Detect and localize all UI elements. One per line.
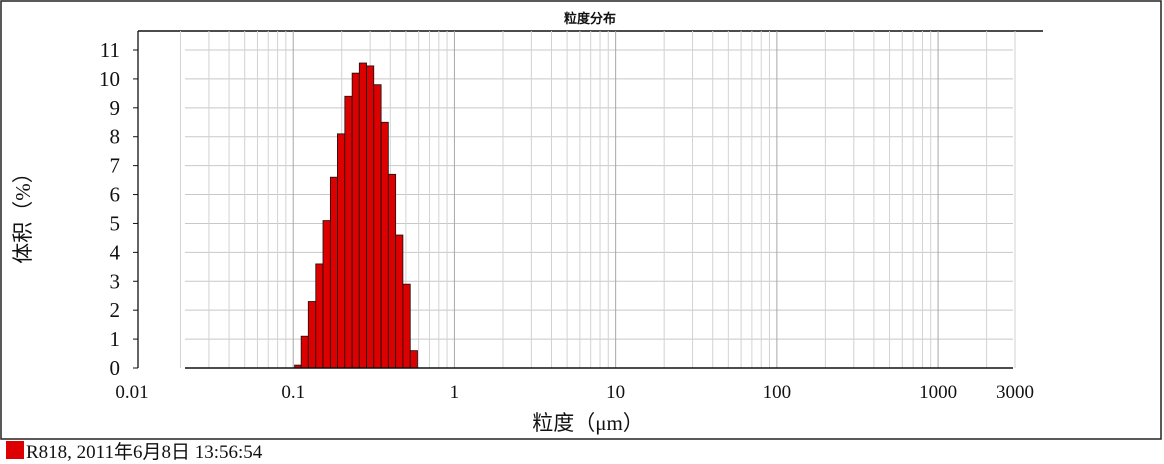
histogram-bar xyxy=(395,234,404,369)
legend-swatch xyxy=(6,441,24,459)
histogram-bars xyxy=(294,62,418,369)
y-tick-label: 8 xyxy=(110,125,121,149)
histogram-bar xyxy=(366,65,375,369)
y-tick-label: 7 xyxy=(110,154,121,178)
histogram-bar xyxy=(380,121,389,369)
y-tick-label: 6 xyxy=(110,183,121,207)
x-tick-label: 1000 xyxy=(919,382,957,403)
x-tick-label: 10 xyxy=(606,382,625,403)
y-tick-label: 9 xyxy=(110,96,121,120)
grid-lines xyxy=(180,31,1016,369)
x-axis-label: 粒度（μm） xyxy=(532,411,644,435)
x-tick-label: 0.1 xyxy=(281,382,305,403)
outer-border xyxy=(0,0,1162,440)
histogram-bar xyxy=(373,84,382,369)
y-tick-label: 10 xyxy=(99,67,120,91)
y-tick-label: 0 xyxy=(110,356,121,380)
histogram-bar xyxy=(344,95,353,369)
y-tick-label: 1 xyxy=(110,327,121,351)
histogram-bar xyxy=(337,133,346,369)
histogram-bar xyxy=(307,301,317,369)
x-tick-label: 1 xyxy=(450,382,460,403)
x-tick-labels: 0.01 0.1 1 10 100 1000 3000 xyxy=(115,382,1034,403)
x-tick-label: 100 xyxy=(763,382,792,403)
x-tick-label: 0.01 xyxy=(115,382,148,403)
histogram-bar xyxy=(315,263,324,369)
y-tick-labels: 0 1 2 3 4 5 6 7 8 9 10 11 xyxy=(99,38,121,380)
histogram-bar xyxy=(300,335,309,369)
y-tick-label: 11 xyxy=(100,38,120,62)
legend-label: R818, 2011年6月8日 13:56:54 xyxy=(26,441,263,463)
histogram-bar xyxy=(402,283,411,369)
histogram-bar xyxy=(322,220,331,369)
histogram-bar xyxy=(358,62,367,369)
histogram-bar xyxy=(329,176,338,369)
y-tick-label: 2 xyxy=(110,298,121,322)
y-tick-label: 5 xyxy=(110,211,121,235)
x-tick-label: 3000 xyxy=(996,382,1034,403)
histogram-bar xyxy=(409,350,418,369)
histogram-bar xyxy=(387,173,397,369)
histogram-bar xyxy=(351,72,360,369)
legend: R818, 2011年6月8日 13:56:54 xyxy=(6,440,262,463)
y-tick-label: 4 xyxy=(110,240,121,264)
y-tick-label: 3 xyxy=(110,269,121,293)
chart-title: 粒度分布 xyxy=(564,11,616,27)
axes xyxy=(133,31,1013,369)
y-axis-label: 体积（%） xyxy=(11,162,35,264)
